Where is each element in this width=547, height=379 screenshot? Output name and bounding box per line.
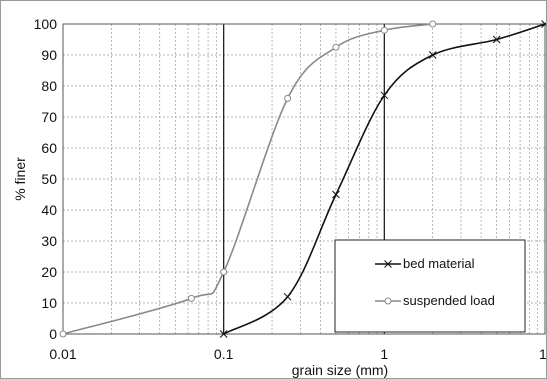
y-tick-label: 20 — [41, 264, 57, 280]
data-point-circle-marker — [332, 43, 340, 51]
x-tick-label: 0.1 — [214, 346, 234, 362]
data-point-x-marker — [219, 330, 228, 338]
data-point-circle-marker — [187, 294, 195, 302]
marker-stroke — [428, 51, 437, 59]
data-point-circle-marker — [284, 94, 292, 102]
x-tick-label: 10 — [539, 346, 546, 362]
legend-entries: bed material suspended load — [375, 256, 495, 308]
y-tick-label: 10 — [41, 295, 57, 311]
legend-label: suspended load — [403, 293, 495, 308]
data-point-circle-marker — [59, 330, 67, 338]
legend-label: bed material — [403, 256, 475, 271]
data-point-x-marker — [384, 260, 392, 268]
minor-gridlines — [63, 24, 545, 334]
marker-stroke — [541, 22, 546, 28]
y-tick-label: 60 — [41, 140, 57, 156]
data-point-circle-marker — [429, 20, 437, 28]
series-bed-material — [219, 20, 546, 338]
y-tick-label: 100 — [34, 16, 58, 32]
data-point-x-marker — [380, 91, 389, 100]
y-tick-label: 80 — [41, 78, 57, 94]
marker-stroke — [332, 190, 340, 199]
data-point-circle-marker — [220, 268, 228, 276]
y-tick-label: 40 — [41, 202, 57, 218]
data-point-x-marker — [428, 51, 437, 59]
marker-stroke — [283, 292, 292, 301]
y-tick-label: 90 — [41, 47, 57, 63]
data-point-x-marker — [492, 35, 501, 44]
legend-entry: bed material — [375, 256, 475, 271]
marker-stroke — [384, 260, 392, 268]
x-axis-title: grain size (mm) — [292, 362, 388, 378]
data-point-x-marker — [283, 292, 292, 301]
legend-box — [334, 239, 526, 333]
legend-entry: suspended load — [375, 293, 495, 308]
marker-stroke — [380, 91, 389, 100]
marker-stroke — [219, 330, 228, 338]
data-point-circle-marker — [384, 297, 392, 305]
x-tick-label: 1 — [380, 346, 388, 362]
y-tick-label: 0 — [49, 326, 57, 342]
data-point-circle-marker — [380, 26, 388, 34]
plot-area-border — [62, 23, 546, 335]
y-axis-title: % finer — [12, 157, 28, 201]
y-tick-label: 50 — [41, 171, 57, 187]
series-line — [62, 23, 433, 335]
legend: bed material suspended load — [334, 239, 526, 333]
marker-stroke — [492, 35, 501, 44]
y-axis-tick-labels: 0 10 20 30 40 50 60 70 80 90 100 — [34, 16, 58, 342]
data-point-x-marker — [541, 20, 546, 28]
y-tick-label: 30 — [41, 233, 57, 249]
series-suspended-load — [59, 20, 437, 338]
x-axis-tick-labels: 0.01 0.1 1 10 — [49, 346, 546, 362]
x-tick-label: 0.01 — [49, 346, 76, 362]
data-point-x-marker — [332, 190, 340, 199]
series-layer — [59, 20, 546, 338]
y-tick-label: 70 — [41, 109, 57, 125]
